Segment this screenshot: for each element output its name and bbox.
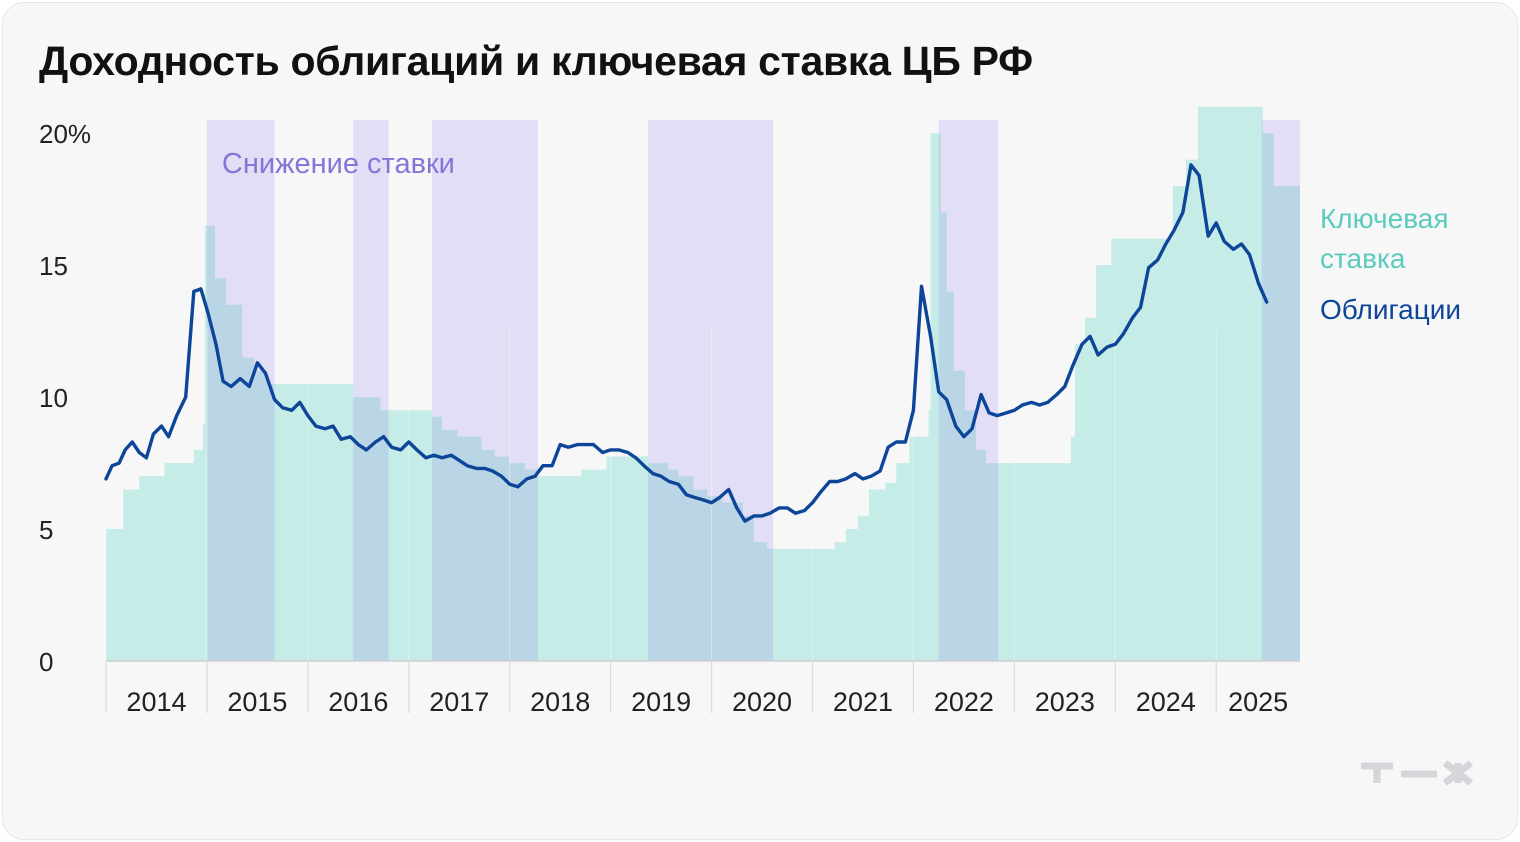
y-tick-label: 5	[39, 515, 53, 545]
x-tick-label: 2019	[631, 687, 691, 717]
bond-yield-line	[104, 163, 1269, 523]
key-rate-area	[106, 106, 1300, 662]
x-tick-label: 2015	[227, 687, 287, 717]
shading-label: Снижение ставки	[222, 148, 455, 180]
legend-key-rate: Ключевая ставка	[1320, 203, 1449, 274]
x-tick-label: 2022	[934, 687, 994, 717]
tj-logo	[1361, 760, 1474, 786]
x-tick-label: 2020	[732, 687, 792, 717]
legend-key-rate-line: ставка	[1320, 243, 1406, 274]
y-tick-label: 10	[39, 383, 68, 413]
x-tick-label: 2024	[1136, 687, 1196, 717]
x-tick-label: 2016	[328, 687, 388, 717]
y-tick-label: 0	[39, 647, 53, 677]
legend-key-rate-line: Ключевая	[1320, 203, 1449, 234]
y-tick-label: 15	[39, 251, 68, 281]
x-tick-label: 2023	[1035, 687, 1095, 717]
chart-title: Доходность облигаций и ключевая ставка Ц…	[39, 38, 1033, 84]
x-tick-label: 2014	[126, 687, 186, 717]
legend-bonds: Облигации	[1320, 294, 1461, 325]
x-tick-label: 2021	[833, 687, 893, 717]
y-tick-label: 20%	[39, 119, 91, 149]
x-tick-label: 2018	[530, 687, 590, 717]
x-tick-label: 2025	[1228, 687, 1288, 717]
x-tick-label: 2017	[429, 687, 489, 717]
